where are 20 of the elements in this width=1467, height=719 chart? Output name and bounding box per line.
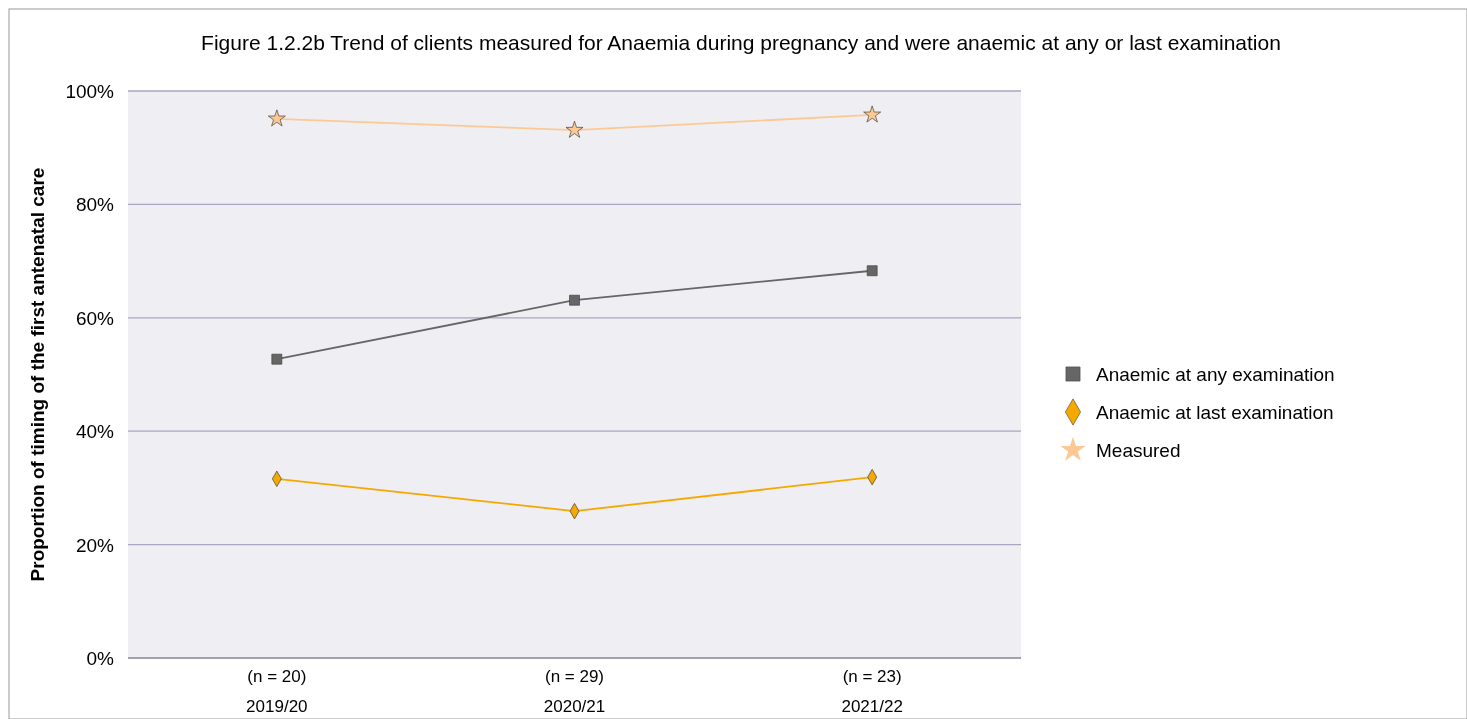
y-tick-label: 40%	[75, 421, 115, 443]
point	[866, 265, 878, 277]
x-tick-label: (n = 23) 2021/22	[841, 667, 903, 716]
y-tick-label: 20%	[75, 534, 115, 556]
y-tick-label: 60%	[75, 307, 115, 329]
x-tick-label: (n = 20) 2019/20	[246, 667, 308, 716]
point	[863, 105, 882, 123]
y-tick-label: 80%	[75, 194, 115, 216]
x-tick-label: (n = 29) 2020/21	[543, 667, 606, 716]
point	[565, 120, 584, 138]
legend-label: Measured	[1096, 440, 1181, 461]
legend-label: Anaemic at any examination	[1096, 364, 1335, 385]
point	[569, 294, 580, 306]
point	[267, 109, 286, 127]
y-axis-title: Proportion of timing of the first antenatal care	[27, 167, 48, 582]
y-tick-label: 0%	[86, 648, 115, 669]
legend-label: Anaemic at last examination	[1096, 402, 1334, 423]
point	[271, 353, 283, 365]
chart-title: Figure 1.2.2b Trend of clients measured for Anaemia during pregnancy and were anaemic at any or last examination	[201, 31, 1281, 54]
y-tick-label: 100%	[65, 81, 115, 102]
